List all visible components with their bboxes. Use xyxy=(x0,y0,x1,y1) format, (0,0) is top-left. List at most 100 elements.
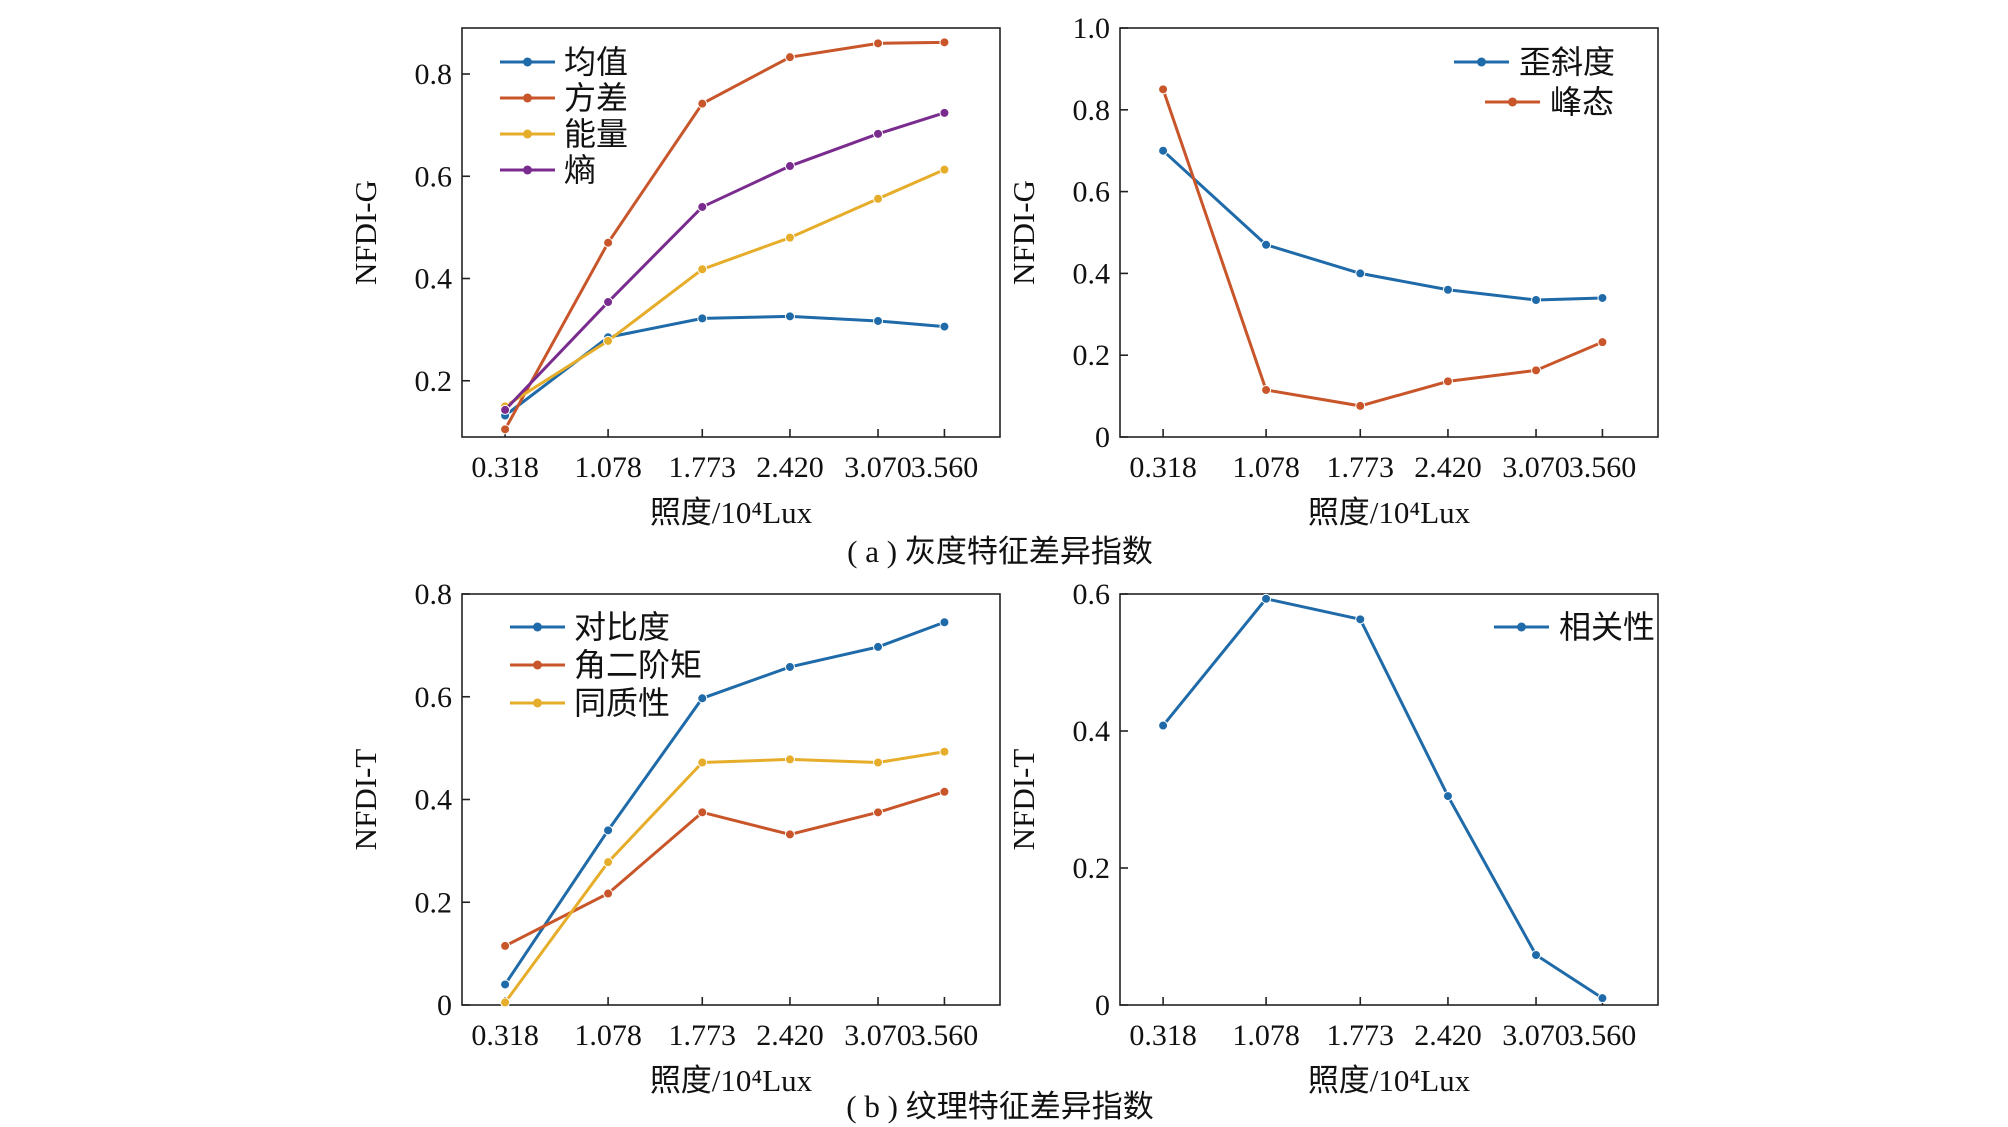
x-tick-label: 3.560 xyxy=(911,1019,979,1052)
data-point xyxy=(784,232,795,243)
legend-entry: 均值 xyxy=(500,44,628,80)
x-tick-label: 1.078 xyxy=(574,451,642,484)
legend-label: 对比度 xyxy=(574,609,670,645)
y-tick-label: 1.0 xyxy=(1073,12,1111,45)
data-point xyxy=(1158,84,1169,95)
data-point xyxy=(1261,239,1272,250)
y-tick-label: 0 xyxy=(1095,421,1110,454)
plot-frame xyxy=(1119,593,1659,1006)
x-tick-label: 3.560 xyxy=(1569,1019,1637,1052)
legend-label: 能量 xyxy=(564,116,628,152)
data-point xyxy=(939,107,950,118)
y-tick-label: 0.6 xyxy=(1073,176,1111,209)
series-line xyxy=(504,790,945,948)
y-tick-label: 0.4 xyxy=(1073,257,1111,290)
x-axis-label: 照度/10⁴Lux xyxy=(1308,1063,1471,1098)
x-tick-label: 1.773 xyxy=(1327,1019,1395,1052)
data-point xyxy=(603,857,614,868)
x-tick-label: 1.078 xyxy=(1232,1019,1300,1052)
legend-entry: 对比度 xyxy=(510,609,670,645)
legend-label: 同质性 xyxy=(574,685,670,721)
data-point xyxy=(603,297,614,308)
data-point xyxy=(1261,593,1272,604)
data-point xyxy=(697,807,708,818)
data-point xyxy=(1355,400,1366,411)
data-point xyxy=(873,38,884,49)
y-tick-label: 0.6 xyxy=(415,681,453,714)
y-axis-label: NFDI-T xyxy=(1006,749,1041,851)
x-tick-label: 1.773 xyxy=(1327,451,1395,484)
y-tick-label: 0.6 xyxy=(415,160,453,193)
data-point xyxy=(873,315,884,326)
legend-label: 熵 xyxy=(564,152,596,188)
data-point xyxy=(784,311,795,322)
series-3 xyxy=(500,746,950,1008)
series-line xyxy=(504,168,946,408)
data-point xyxy=(1158,720,1169,731)
x-axis-label: 照度/10⁴Lux xyxy=(650,1063,813,1098)
data-point xyxy=(697,98,708,109)
series-line xyxy=(1161,597,1604,1000)
legend-marker xyxy=(533,698,542,708)
data-point xyxy=(1158,145,1169,156)
legend-label: 峰态 xyxy=(1550,84,1614,120)
legend-label: 均值 xyxy=(564,44,628,80)
legend-entry: 同质性 xyxy=(510,685,670,721)
legend-entry: 角二阶矩 xyxy=(510,647,702,683)
legend-marker xyxy=(533,622,542,632)
legend-marker xyxy=(523,93,532,103)
data-point xyxy=(1355,614,1366,625)
legend-marker xyxy=(1508,97,1517,107)
x-tick-label: 0.318 xyxy=(471,451,539,484)
data-point xyxy=(1442,284,1453,295)
plot-frame xyxy=(1119,27,1659,438)
y-axis-label: NFDI-G xyxy=(1006,180,1041,285)
x-tick-label: 0.318 xyxy=(471,1019,539,1052)
x-tick-label: 3.070 xyxy=(1502,451,1570,484)
y-tick-label: 0.8 xyxy=(1073,94,1111,127)
legend-entry: 相关性 xyxy=(1494,609,1655,645)
data-point xyxy=(1597,993,1608,1004)
x-tick-label: 3.560 xyxy=(911,451,979,484)
legend-entry: 方差 xyxy=(500,80,628,116)
data-point xyxy=(1597,292,1608,303)
caption-b: ( b ) 纹理特征差异指数 xyxy=(846,1089,1153,1124)
x-tick-label: 1.078 xyxy=(574,1019,642,1052)
y-tick-label: 0.8 xyxy=(415,578,453,611)
y-tick-label: 0.8 xyxy=(415,58,453,91)
y-tick-label: 0 xyxy=(1095,989,1110,1022)
data-point xyxy=(603,888,614,899)
y-tick-label: 0.2 xyxy=(415,886,453,919)
x-tick-label: 3.560 xyxy=(1569,451,1637,484)
legend-marker xyxy=(523,165,532,175)
series-1 xyxy=(1158,145,1608,305)
data-point xyxy=(784,52,795,63)
x-tick-label: 3.070 xyxy=(844,1019,912,1052)
y-tick-label: 0.2 xyxy=(1073,852,1111,885)
data-point xyxy=(873,641,884,652)
legend-label: 方差 xyxy=(564,80,628,116)
x-tick-label: 1.773 xyxy=(669,1019,737,1052)
data-point xyxy=(697,264,708,275)
legend-marker xyxy=(523,57,532,67)
series-line xyxy=(503,40,945,431)
data-point xyxy=(784,661,795,672)
series-2 xyxy=(500,37,950,435)
data-point xyxy=(1355,268,1366,279)
data-point xyxy=(1531,949,1542,960)
series-1 xyxy=(1158,593,1608,1004)
x-tick-label: 0.318 xyxy=(1129,1019,1197,1052)
series-line xyxy=(1161,88,1604,408)
data-point xyxy=(500,424,511,435)
x-tick-label: 2.420 xyxy=(1414,1019,1482,1052)
series-line xyxy=(1162,149,1603,302)
y-axis-label: NFDI-T xyxy=(348,749,383,851)
x-tick-label: 3.070 xyxy=(844,451,912,484)
data-point xyxy=(939,37,950,48)
x-tick-label: 2.420 xyxy=(756,1019,824,1052)
legend-marker xyxy=(1477,57,1486,67)
caption-a: ( a ) 灰度特征差异指数 xyxy=(847,534,1153,569)
legend-label: 歪斜度 xyxy=(1519,44,1615,80)
